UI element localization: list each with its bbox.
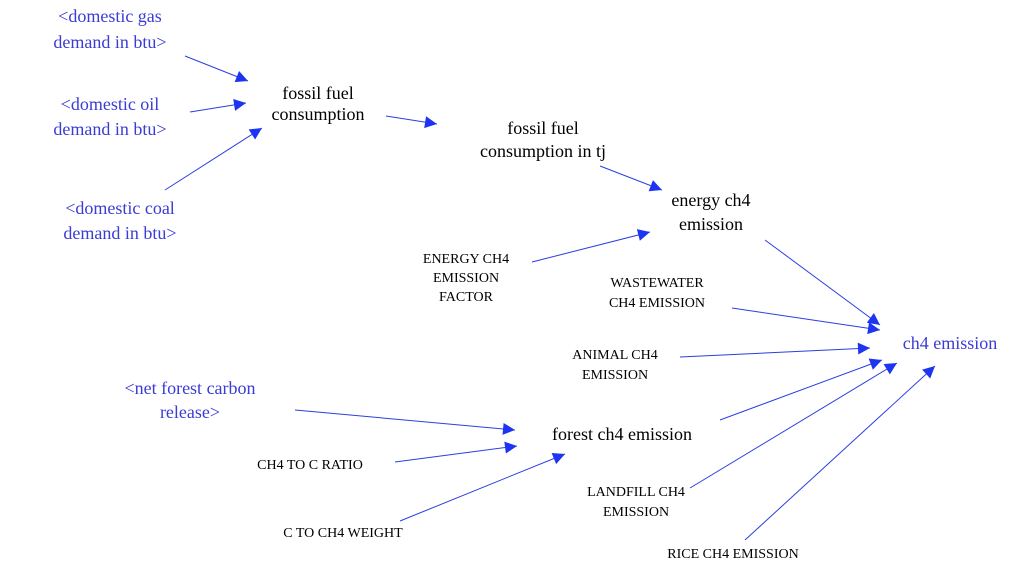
arrow: [399, 452, 566, 522]
node-label: EMISSION: [582, 368, 648, 383]
arrow: [731, 307, 881, 335]
node-label: <domestic oil: [61, 94, 160, 114]
node-label: ANIMAL CH4: [572, 348, 657, 363]
node-label: consumption in tj: [480, 141, 606, 161]
arrow: [744, 365, 936, 541]
node-label: emission: [679, 214, 743, 234]
arrow: [599, 165, 663, 192]
node-label: <domestic gas: [58, 6, 162, 26]
node-label: demand in btu>: [53, 32, 166, 52]
node-label: forest ch4 emission: [552, 424, 692, 444]
arrow: [719, 358, 883, 421]
arrow: [394, 441, 518, 463]
arrows: [164, 55, 936, 541]
arrow: [385, 115, 438, 129]
node-label: FACTOR: [439, 290, 494, 305]
node-label: ENERGY CH4: [423, 252, 509, 267]
arrow: [531, 229, 651, 263]
node-label: ch4 emission: [903, 333, 998, 353]
node-label: C TO CH4 WEIGHT: [283, 526, 403, 541]
node-label: demand in btu>: [63, 223, 176, 243]
node-label: energy ch4: [671, 190, 750, 210]
arrow: [679, 342, 871, 358]
arrow: [689, 362, 898, 489]
node-label: release>: [160, 402, 220, 422]
node-label: consumption: [272, 104, 365, 124]
node-label: fossil fuel: [507, 118, 579, 138]
arrow: [184, 55, 249, 83]
node-label: CH4 TO C RATIO: [257, 458, 363, 473]
node-label: RICE CH4 EMISSION: [667, 547, 798, 562]
arrow: [294, 409, 516, 435]
node-label: <domestic coal: [65, 198, 175, 218]
arrow: [764, 239, 881, 326]
node-label: LANDFILL CH4: [587, 485, 685, 500]
node-label: <net forest carbon: [124, 378, 255, 398]
labels: <domestic gas demand in btu> <domestic oil…: [53, 6, 997, 562]
node-label: WASTEWATER: [610, 276, 704, 291]
arrow: [164, 127, 263, 191]
node-label: fossil fuel: [282, 83, 354, 103]
node-label: EMISSION: [603, 505, 669, 520]
node-label: EMISSION: [433, 271, 499, 286]
node-label: CH4 EMISSION: [609, 296, 705, 311]
node-label: demand in btu>: [53, 119, 166, 139]
arrow: [189, 98, 247, 113]
